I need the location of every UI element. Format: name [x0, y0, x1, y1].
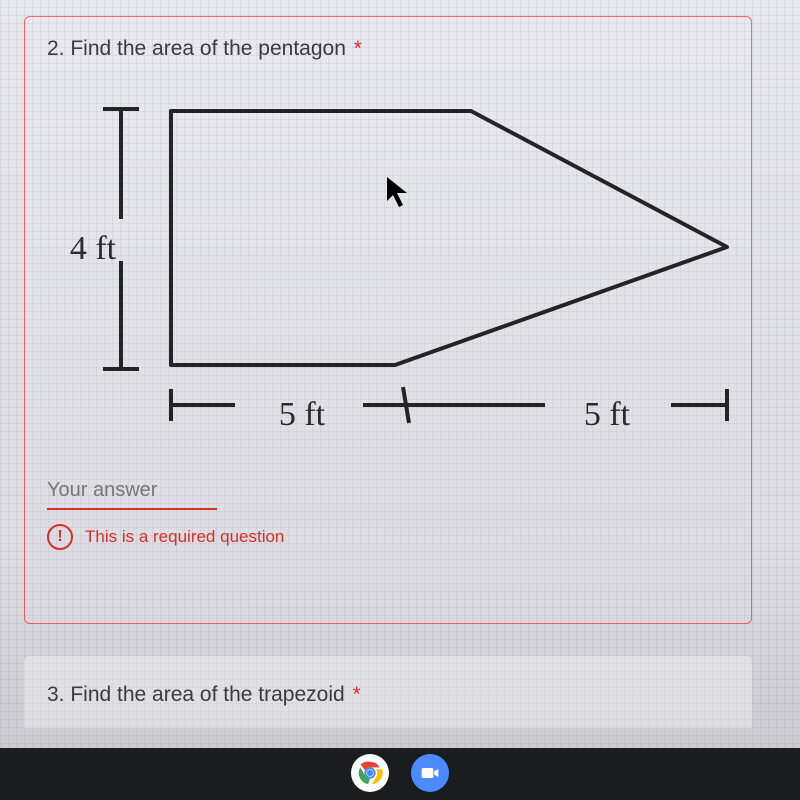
- page-root: 2. Find the area of the pentagon * 4 ft: [0, 0, 800, 800]
- video-svg: [420, 763, 440, 783]
- required-star: *: [354, 37, 362, 60]
- answer-underline: [47, 508, 217, 510]
- question-3-text: 3. Find the area of the trapezoid: [47, 683, 345, 706]
- question-3-title: 3. Find the area of the trapezoid *: [47, 683, 729, 707]
- chrome-svg: [355, 758, 385, 788]
- alert-icon: !: [47, 524, 73, 550]
- pentagon-svg: 4 ft 5 ft 5 ft: [47, 67, 747, 467]
- answer-row: Your answer: [47, 479, 729, 510]
- question-2-title: 2. Find the area of the pentagon *: [47, 37, 729, 61]
- question-2-card: 2. Find the area of the pentagon * 4 ft: [24, 16, 752, 624]
- alert-icon-glyph: !: [57, 528, 62, 546]
- required-star: *: [353, 683, 361, 706]
- taskbar: [0, 748, 800, 800]
- answer-input[interactable]: Your answer: [47, 479, 217, 510]
- pentagon-shape: [171, 111, 727, 365]
- pentagon-figure: 4 ft 5 ft 5 ft: [47, 67, 729, 467]
- question-3-card: 3. Find the area of the trapezoid *: [24, 656, 752, 728]
- dim-bot-label-a: 5 ft: [279, 396, 326, 433]
- dim-left-label: 4 ft: [70, 230, 117, 267]
- required-message: This is a required question: [85, 527, 284, 547]
- answer-placeholder: Your answer: [47, 479, 157, 501]
- question-2-text: 2. Find the area of the pentagon: [47, 37, 346, 60]
- cursor-icon: [387, 177, 407, 207]
- chrome-icon[interactable]: [351, 754, 389, 792]
- video-call-icon[interactable]: [411, 754, 449, 792]
- dim-bot-label-b: 5 ft: [584, 396, 631, 433]
- required-row: ! This is a required question: [47, 524, 729, 550]
